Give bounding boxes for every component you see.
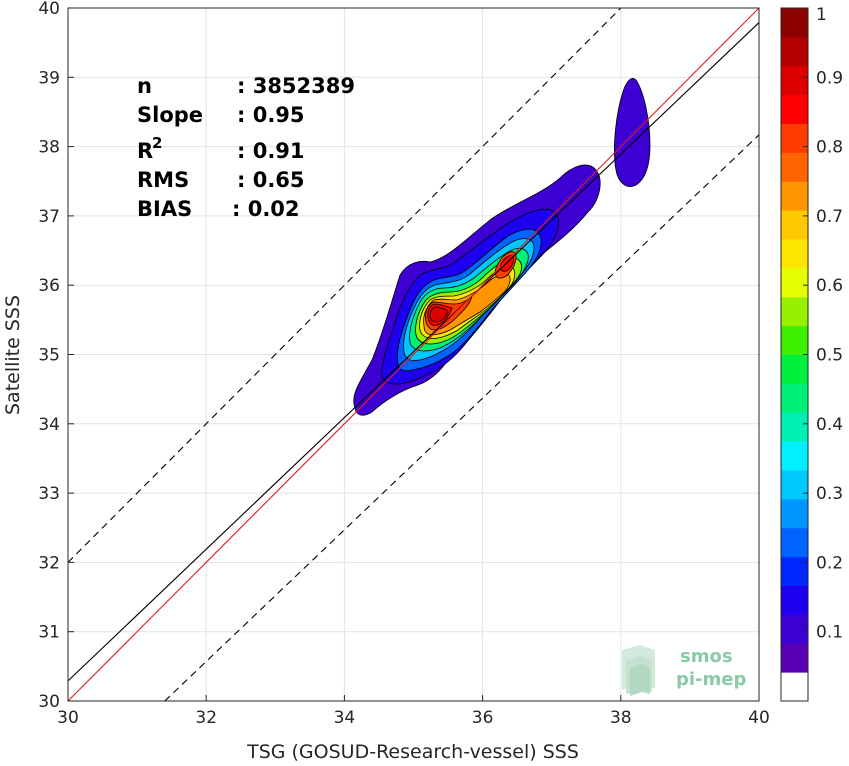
colorbar-segment-22 — [781, 36, 808, 67]
colorbar-segment-7 — [781, 470, 808, 500]
stats-label-4: BIAS — [137, 197, 192, 221]
stats-value-3: : 0.65 — [237, 168, 305, 192]
line-lower-dashed — [164, 134, 759, 701]
y-tick-label-6: 36 — [38, 276, 60, 296]
colorbar-segment-14 — [781, 267, 808, 298]
line-one-to-one — [68, 8, 759, 701]
colorbar-segment-9 — [781, 412, 808, 442]
colorbar-tick-label-3: 0.4 — [816, 415, 843, 435]
y-tick-label-5: 35 — [38, 346, 60, 366]
ticks: 30 32 34 36 38 40 30 31 32 33 34 35 36 37 38 39 40 — [38, 0, 769, 728]
stats-label-3: RMS — [137, 168, 189, 192]
y-axis-label: Satellite SSS — [2, 295, 24, 415]
colorbar-segment-12 — [781, 325, 808, 355]
colorbar-segment-3 — [781, 585, 808, 615]
logo-line2: pi-mep — [676, 669, 746, 690]
colorbar-segment-17 — [781, 181, 808, 211]
y-tick-label-10: 40 — [38, 0, 60, 19]
stats-label-0: n — [137, 74, 152, 98]
colorbar-tick-label-2: 0.3 — [816, 484, 843, 504]
stats-label-1: Slope — [137, 103, 203, 127]
smos-logo: smos pi-mep — [622, 645, 746, 696]
colorbar-tick-label-9: 1 — [816, 5, 827, 25]
colorbar-segment-21 — [781, 65, 808, 96]
logo-line1: smos — [680, 646, 733, 667]
colorbar-tick-label-7: 0.8 — [816, 138, 843, 158]
colorbar-segment-1 — [781, 643, 808, 673]
colorbar-segment-4 — [781, 556, 808, 586]
density-blob-upper — [614, 78, 651, 187]
y-tick-label-8: 38 — [38, 138, 60, 158]
stats-sup-2: 2 — [152, 134, 162, 152]
colorbar-segment-15 — [781, 239, 808, 269]
y-tick-label-7: 37 — [38, 207, 60, 227]
y-tick-label-9: 39 — [38, 68, 60, 88]
colorbar-segment-23 — [781, 8, 808, 38]
grid — [67, 7, 760, 702]
y-tick-label-3: 33 — [38, 484, 60, 504]
stats-value-1: : 0.95 — [237, 103, 305, 127]
colorbar-segment-0 — [781, 672, 808, 702]
x-tick-label-0: 30 — [57, 708, 79, 728]
colorbar-tick-label-4: 0.5 — [816, 346, 843, 366]
stats-value-2: : 0.91 — [237, 139, 305, 163]
colorbar-segment-10 — [781, 383, 808, 413]
logo-icon — [622, 645, 655, 696]
line-fit — [68, 22, 759, 682]
colorbar-segment-11 — [781, 354, 808, 384]
x-tick-label-4: 38 — [610, 708, 632, 728]
colorbar-tick-label-8: 0.9 — [816, 68, 843, 88]
y-tick-label-4: 34 — [38, 415, 60, 435]
line-upper-dashed — [68, 8, 622, 563]
stats-value-4: : 0.02 — [232, 197, 300, 221]
colorbar-segment-18 — [781, 152, 808, 182]
colorbar: 0.1 0.2 0.3 0.4 0.5 0.6 0.7 0.8 0.9 1 — [780, 5, 843, 702]
colorbar-segment-6 — [781, 498, 808, 529]
y-tick-label-2: 32 — [38, 553, 60, 573]
colorbar-segment-20 — [781, 94, 808, 124]
density-level-11 — [429, 306, 449, 323]
colorbar-tick-label-0: 0.1 — [816, 623, 843, 643]
colorbar-tick-label-5: 0.6 — [816, 276, 843, 296]
x-axis-label: TSG (GOSUD-Research-vessel) SSS — [246, 741, 579, 763]
x-tick-label-3: 36 — [472, 708, 494, 728]
x-tick-label-1: 32 — [195, 708, 217, 728]
colorbar-segment-19 — [781, 123, 808, 153]
colorbar-tick-label-6: 0.7 — [816, 207, 843, 227]
colorbar-segment-13 — [781, 296, 808, 327]
x-tick-label-2: 34 — [334, 708, 356, 728]
colorbar-segment-16 — [781, 210, 808, 240]
colorbar-segment-5 — [781, 527, 808, 558]
y-tick-label-1: 31 — [38, 623, 60, 643]
colorbar-segment-8 — [781, 441, 808, 471]
stats-value-0: : 3852389 — [237, 74, 355, 98]
x-tick-label-5: 40 — [748, 708, 770, 728]
colorbar-tick-label-1: 0.2 — [816, 553, 843, 573]
stats-block: n : 3852389 Slope : 0.95 R2 : 0.91 RMS : 0.65 BI… — [137, 74, 355, 221]
stats-label-2: R — [137, 139, 153, 163]
y-tick-label-0: 30 — [38, 692, 60, 712]
colorbar-segment-2 — [781, 614, 808, 644]
